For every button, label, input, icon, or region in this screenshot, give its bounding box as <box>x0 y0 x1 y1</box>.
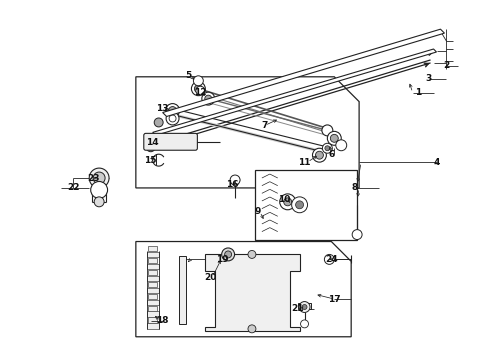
Circle shape <box>295 201 303 209</box>
Text: 3: 3 <box>425 74 432 83</box>
Circle shape <box>169 107 176 114</box>
Circle shape <box>205 95 212 102</box>
Circle shape <box>195 85 202 93</box>
Circle shape <box>313 148 326 162</box>
Circle shape <box>192 82 205 96</box>
Text: 19: 19 <box>216 255 228 264</box>
Circle shape <box>93 172 105 184</box>
Text: 9: 9 <box>255 207 261 216</box>
Ellipse shape <box>284 191 316 219</box>
Circle shape <box>316 151 323 159</box>
Text: 11: 11 <box>298 158 311 167</box>
Circle shape <box>169 115 176 122</box>
Circle shape <box>300 320 309 328</box>
Circle shape <box>327 131 341 145</box>
Text: 22: 22 <box>67 184 79 193</box>
Bar <box>147 323 159 329</box>
Bar <box>147 276 159 281</box>
Circle shape <box>194 76 203 86</box>
Circle shape <box>91 181 108 198</box>
Polygon shape <box>163 29 444 117</box>
Circle shape <box>248 251 256 258</box>
Circle shape <box>202 92 215 105</box>
Circle shape <box>336 140 347 151</box>
Circle shape <box>230 175 240 185</box>
Text: 10: 10 <box>278 195 291 204</box>
Text: 6: 6 <box>328 150 335 159</box>
Circle shape <box>153 136 164 147</box>
Circle shape <box>330 134 338 142</box>
Text: 4: 4 <box>433 158 440 167</box>
Bar <box>148 258 157 264</box>
Text: 5: 5 <box>185 71 192 80</box>
Text: 21: 21 <box>292 305 304 314</box>
Text: 23: 23 <box>87 174 99 183</box>
Text: 13: 13 <box>156 104 169 113</box>
Bar <box>147 300 159 305</box>
Circle shape <box>352 230 362 239</box>
Circle shape <box>166 104 179 117</box>
Bar <box>148 318 157 323</box>
Circle shape <box>299 302 310 312</box>
Text: 15: 15 <box>145 156 157 165</box>
Circle shape <box>284 198 292 206</box>
Bar <box>178 256 187 324</box>
Circle shape <box>324 255 334 264</box>
Text: 18: 18 <box>156 316 169 325</box>
Text: 1: 1 <box>416 88 422 97</box>
Circle shape <box>221 248 235 261</box>
FancyBboxPatch shape <box>144 133 197 150</box>
Circle shape <box>154 118 163 127</box>
Text: 2: 2 <box>443 62 449 71</box>
Bar <box>297 303 312 309</box>
Bar <box>147 264 159 269</box>
Bar <box>147 288 159 293</box>
Bar <box>148 270 157 275</box>
Circle shape <box>166 112 179 125</box>
Bar <box>148 306 157 311</box>
Polygon shape <box>205 255 299 331</box>
Circle shape <box>302 305 307 310</box>
Circle shape <box>147 143 155 152</box>
Bar <box>147 311 159 317</box>
Bar <box>215 271 290 327</box>
Bar <box>148 294 157 299</box>
Bar <box>255 170 357 239</box>
Circle shape <box>325 146 330 151</box>
Circle shape <box>224 251 232 258</box>
Circle shape <box>292 197 308 213</box>
Text: 7: 7 <box>262 121 268 130</box>
Bar <box>147 252 159 257</box>
Text: 17: 17 <box>328 294 341 303</box>
Text: 12: 12 <box>194 88 207 97</box>
Bar <box>148 282 157 287</box>
Circle shape <box>248 325 256 333</box>
Bar <box>148 246 157 251</box>
Text: 8: 8 <box>351 184 357 193</box>
Circle shape <box>280 194 295 210</box>
Text: 20: 20 <box>204 273 217 282</box>
Circle shape <box>322 125 333 136</box>
Circle shape <box>196 86 205 95</box>
Circle shape <box>94 197 104 207</box>
Circle shape <box>322 143 332 153</box>
Text: 24: 24 <box>325 255 338 264</box>
Text: 16: 16 <box>226 180 238 189</box>
Polygon shape <box>153 49 437 135</box>
Circle shape <box>89 168 109 188</box>
Text: 14: 14 <box>147 138 159 147</box>
